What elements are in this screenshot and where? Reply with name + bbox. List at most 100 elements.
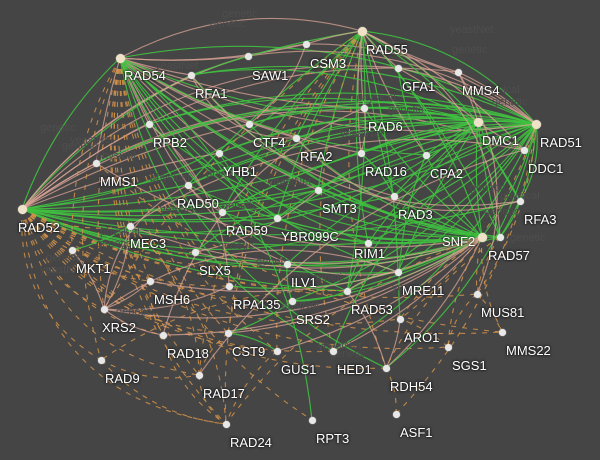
edge-physical[interactable] (190, 74, 297, 139)
edge-genetic[interactable] (129, 225, 227, 425)
edge-coexpression[interactable] (119, 57, 399, 273)
graph-node-rad54[interactable] (115, 53, 125, 63)
edge-genetic[interactable] (198, 374, 227, 425)
edge-physical[interactable] (247, 50, 537, 125)
graph-node-msh6[interactable] (146, 277, 154, 285)
graph-node-rdh54[interactable] (382, 364, 390, 372)
edge-physical[interactable] (103, 280, 151, 310)
edge-genetic[interactable] (276, 30, 363, 352)
edge-coexpression[interactable] (71, 225, 131, 251)
edge-physical[interactable] (361, 30, 459, 73)
edge-physical[interactable] (21, 65, 399, 210)
graph-node-xrs2[interactable] (100, 305, 108, 313)
edge-physical[interactable] (276, 236, 483, 352)
edge-physical[interactable] (190, 74, 521, 207)
edge-coexpression[interactable] (397, 67, 427, 156)
edge-physical[interactable] (248, 43, 307, 125)
edge-coexpression[interactable] (361, 30, 521, 202)
edge-physical[interactable] (71, 249, 105, 310)
edge-coexpression[interactable] (477, 121, 501, 238)
edge-genetic[interactable] (21, 208, 73, 251)
graph-node-mms1[interactable] (92, 159, 100, 167)
edge-physical[interactable] (162, 236, 483, 336)
edge-genetic[interactable] (447, 293, 478, 348)
edge-physical[interactable] (457, 71, 498, 295)
edge-physical[interactable] (361, 30, 501, 238)
graph-node-asf1[interactable] (392, 410, 400, 418)
edge-physical[interactable] (119, 43, 307, 61)
edge-physical[interactable] (194, 236, 483, 269)
edge-coexpression[interactable] (295, 30, 363, 139)
edge-physical[interactable] (305, 43, 537, 125)
edge-coexpression[interactable] (21, 208, 501, 264)
edge-genetic[interactable] (399, 236, 483, 320)
edge-genetic[interactable] (21, 208, 200, 376)
edge-physical[interactable] (103, 225, 131, 310)
graph-node-rad17[interactable] (195, 371, 203, 379)
edge-coexpression[interactable] (317, 123, 537, 191)
graph-node-yhb1[interactable] (215, 149, 223, 157)
graph-node-mus81[interactable] (473, 290, 481, 298)
edge-coexpression[interactable] (119, 57, 278, 219)
graph-node-mkt1[interactable] (68, 246, 76, 254)
edge-coexpression[interactable] (291, 123, 537, 302)
edge-coexpression[interactable] (481, 123, 537, 238)
graph-node-gus1[interactable] (273, 347, 281, 355)
edge-genetic[interactable] (21, 208, 478, 299)
graph-node-smt3[interactable] (314, 186, 322, 194)
graph-node-rpa135[interactable] (225, 282, 233, 290)
graph-node-rad16[interactable] (357, 149, 365, 157)
edge-coexpression[interactable] (227, 332, 278, 352)
edge-genetic[interactable] (399, 123, 537, 320)
edge-coexpression[interactable] (385, 123, 537, 369)
edge-coexpression[interactable] (148, 97, 479, 125)
edge-coexpression[interactable] (276, 217, 369, 244)
edge-genetic[interactable] (21, 208, 503, 335)
edge-coexpression[interactable] (148, 123, 483, 238)
edge-coexpression[interactable] (367, 123, 537, 244)
edge-physical[interactable] (103, 285, 230, 311)
edge-genetic[interactable] (447, 236, 483, 348)
graph-node-ybr099c[interactable] (273, 214, 281, 222)
graph-node-rad57[interactable] (496, 233, 504, 241)
edge-coexpression[interactable] (119, 57, 313, 421)
edge-coexpression[interactable] (295, 137, 483, 238)
edge-genetic[interactable] (103, 30, 363, 310)
edge-coexpression[interactable] (21, 57, 121, 210)
edge-coexpression[interactable] (119, 57, 369, 244)
edge-coexpression[interactable] (291, 290, 348, 302)
graph-node-ilv1[interactable] (283, 260, 291, 268)
edge-genetic[interactable] (476, 123, 537, 295)
edge-coexpression[interactable] (361, 30, 399, 273)
edge-genetic[interactable] (21, 208, 227, 425)
graph-node-rad55[interactable] (357, 26, 367, 36)
graph-node-mec3[interactable] (126, 222, 134, 230)
graph-node-rad18[interactable] (159, 331, 167, 339)
graph-node-mms4[interactable] (454, 68, 462, 76)
edge-coexpression[interactable] (393, 121, 479, 197)
edge-coexpression[interactable] (148, 92, 537, 125)
edge-coexpression[interactable] (425, 154, 483, 238)
edge-physical[interactable] (21, 123, 250, 210)
edge-coexpression[interactable] (119, 57, 387, 369)
graph-node-csm3[interactable] (302, 40, 310, 48)
edge-physical[interactable] (119, 57, 220, 154)
edge-physical[interactable] (103, 249, 399, 310)
edge-coexpression[interactable] (295, 117, 537, 139)
edge-genetic[interactable] (227, 30, 363, 334)
graph-node-ctf4[interactable] (245, 120, 253, 128)
edge-genetic[interactable] (476, 236, 501, 295)
edge-coexpression[interactable] (398, 154, 427, 320)
edge-genetic[interactable] (198, 332, 229, 376)
edge-genetic[interactable] (100, 359, 227, 425)
edge-coexpression[interactable] (119, 57, 427, 156)
edge-coexpression[interactable] (21, 189, 319, 213)
edge-coexpression[interactable] (187, 120, 537, 186)
edge-genetic[interactable] (348, 30, 387, 369)
edge-coexpression[interactable] (276, 217, 483, 242)
edge-physical[interactable] (95, 162, 483, 248)
edge-physical[interactable] (129, 225, 483, 264)
edge-coexpression[interactable] (218, 115, 479, 154)
edge-coexpression[interactable] (194, 189, 319, 253)
edge-coexpression[interactable] (475, 121, 483, 238)
